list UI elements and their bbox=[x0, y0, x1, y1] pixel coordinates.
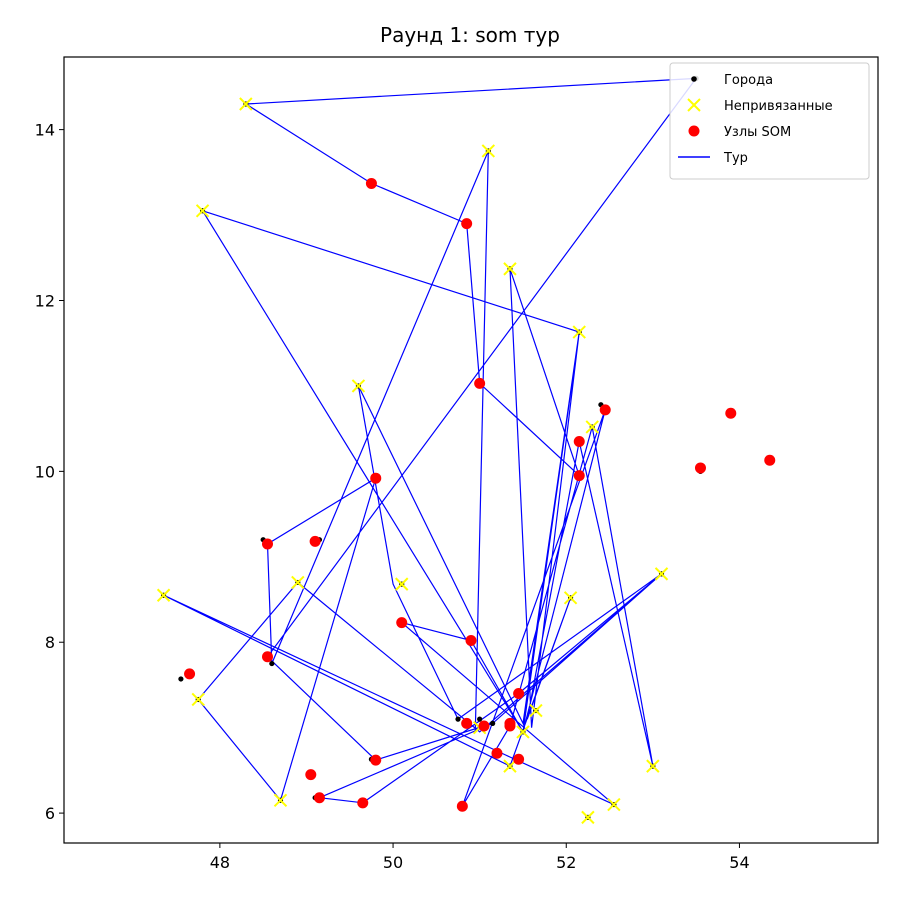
som-node bbox=[262, 538, 273, 550]
som-node bbox=[370, 472, 382, 484]
unbound-layer bbox=[156, 97, 669, 825]
y-tick-label: 10 bbox=[35, 462, 55, 481]
city-point bbox=[455, 716, 461, 722]
x-tick-label: 48 bbox=[210, 853, 230, 872]
som-node bbox=[478, 720, 490, 732]
legend: Города Непривязанные Узлы SOM Тур bbox=[669, 62, 870, 180]
som-node bbox=[504, 720, 516, 732]
som-node bbox=[465, 635, 477, 647]
som-node bbox=[184, 668, 196, 680]
legend-marker-x bbox=[687, 98, 701, 112]
unbound-marker bbox=[503, 262, 517, 276]
som-node bbox=[513, 753, 525, 765]
legend-label: Узлы SOM bbox=[724, 125, 791, 140]
x-tick-label: 50 bbox=[383, 853, 403, 872]
som-node bbox=[461, 218, 473, 230]
y-tick-label: 12 bbox=[35, 291, 55, 310]
unbound-marker bbox=[351, 379, 366, 393]
city-point bbox=[490, 720, 496, 726]
unbound-marker bbox=[516, 725, 530, 739]
city-point bbox=[477, 716, 483, 722]
tour-layer bbox=[163, 77, 697, 807]
som-nodes-layer bbox=[184, 177, 776, 812]
chart-title: Раунд 1: som тур bbox=[380, 23, 560, 47]
som-node bbox=[461, 717, 473, 729]
plot-frame bbox=[63, 56, 879, 844]
tour-line bbox=[163, 77, 697, 807]
unbound-marker bbox=[156, 588, 171, 602]
som-node bbox=[573, 470, 585, 482]
som-node bbox=[262, 651, 273, 663]
legend-label: Города bbox=[724, 73, 773, 88]
unbound-marker bbox=[529, 703, 543, 718]
som-node bbox=[694, 462, 706, 474]
unbound-marker bbox=[291, 575, 305, 590]
som-node bbox=[764, 454, 776, 466]
som-node bbox=[396, 617, 408, 629]
som-node bbox=[474, 377, 486, 389]
unbound-marker bbox=[572, 325, 586, 339]
legend-box bbox=[669, 62, 870, 180]
unbound-marker bbox=[585, 420, 599, 434]
som-node bbox=[370, 754, 382, 766]
som-node bbox=[456, 800, 468, 812]
y-tick-label: 6 bbox=[45, 804, 55, 823]
unbound-marker bbox=[481, 144, 496, 158]
legend-marker-dot bbox=[691, 76, 697, 82]
legend-label: Непривязанные bbox=[724, 99, 833, 114]
som-node bbox=[599, 404, 611, 416]
x-tick-label: 52 bbox=[556, 853, 576, 872]
city-point bbox=[178, 676, 184, 682]
legend-marker-circle bbox=[688, 125, 700, 137]
unbound-marker bbox=[646, 759, 660, 773]
x-tick-label: 54 bbox=[729, 853, 749, 872]
unbound-marker bbox=[563, 591, 578, 605]
som-node bbox=[313, 792, 325, 804]
som-node bbox=[491, 747, 503, 759]
axes-layer: 48 50 52 54 6 8 10 12 14 bbox=[35, 56, 879, 872]
som-node bbox=[357, 797, 369, 809]
unbound-marker bbox=[581, 810, 595, 825]
som-node bbox=[513, 687, 525, 699]
y-tick-label: 8 bbox=[45, 633, 55, 652]
som-node bbox=[309, 535, 321, 547]
som-node bbox=[365, 177, 377, 189]
unbound-marker bbox=[395, 577, 409, 591]
unbound-marker bbox=[195, 204, 210, 218]
legend-label: Тур bbox=[723, 151, 748, 166]
unbound-marker bbox=[654, 567, 669, 581]
city-point bbox=[269, 660, 275, 667]
y-tick-label: 14 bbox=[35, 121, 55, 140]
unbound-marker bbox=[273, 793, 288, 807]
som-node bbox=[573, 435, 585, 447]
unbound-marker bbox=[191, 692, 205, 707]
unbound-marker bbox=[607, 797, 621, 812]
som-node bbox=[725, 407, 737, 419]
som-node bbox=[305, 769, 317, 781]
unbound-marker bbox=[239, 97, 253, 111]
